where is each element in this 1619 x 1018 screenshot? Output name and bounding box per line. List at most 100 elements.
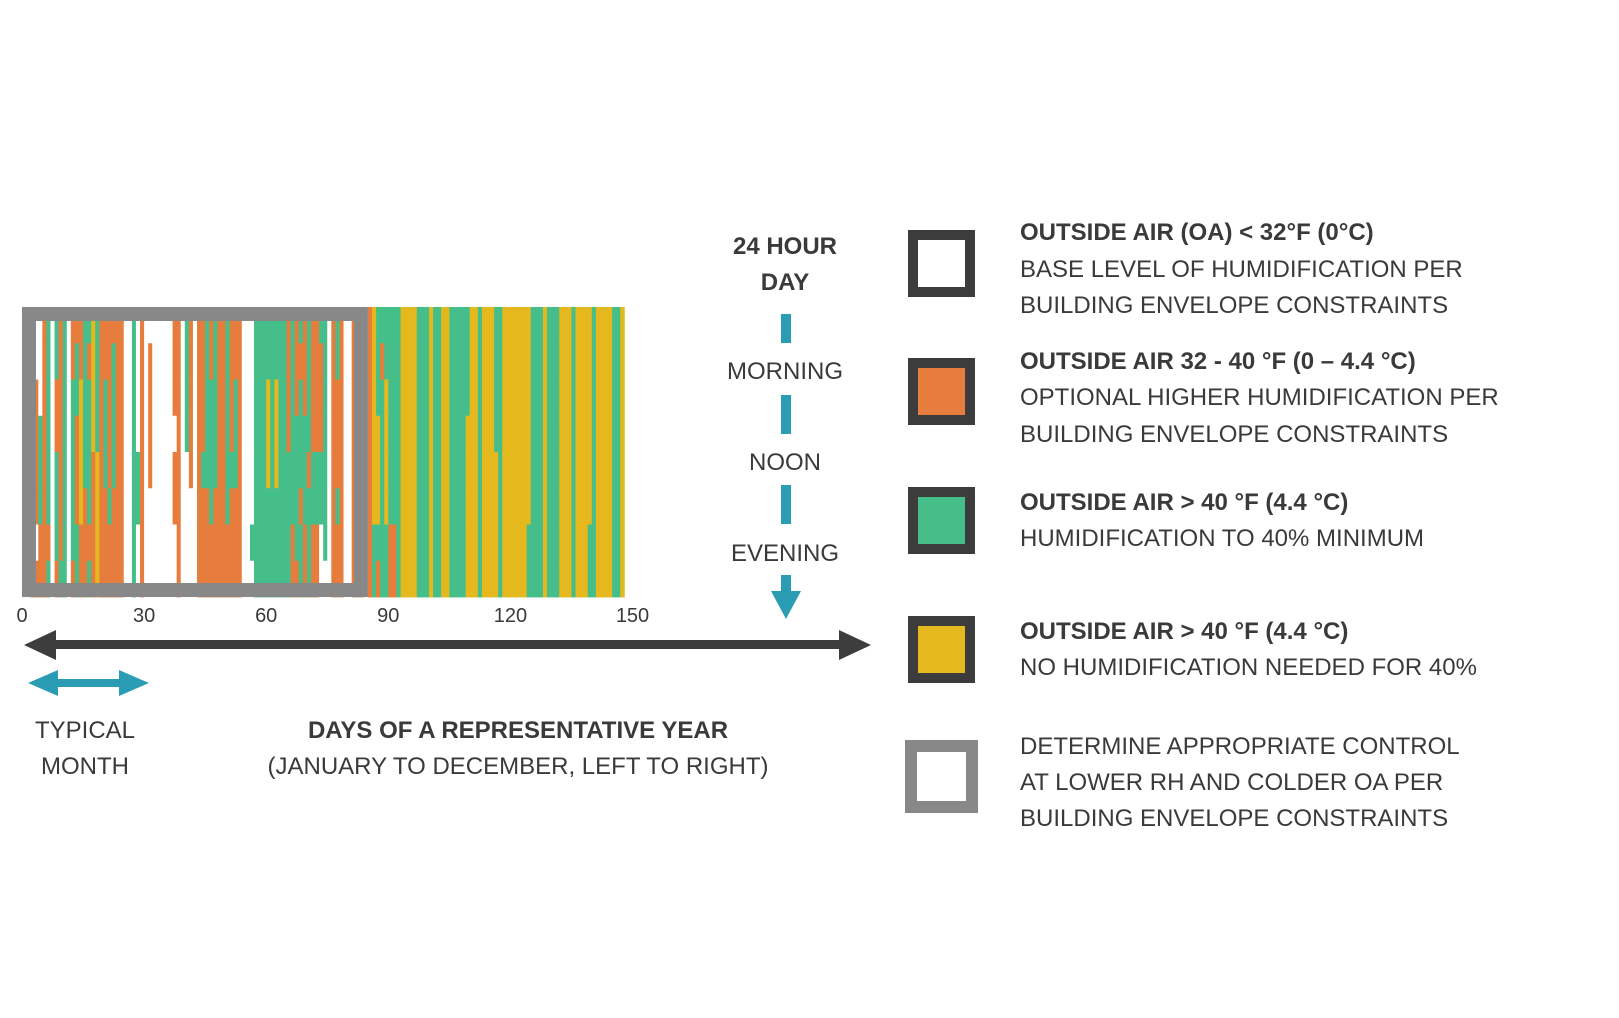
- heatmap-cell: [103, 452, 108, 489]
- heatmap-cell: [62, 560, 68, 598]
- heatmap-cell: [294, 307, 300, 344]
- heatmap-cell: [270, 307, 275, 344]
- heatmap-cell: [270, 452, 275, 489]
- heatmap-cell: [494, 560, 499, 598]
- heatmap-cell: [34, 307, 39, 344]
- x-tick-labels: 0 30 60 90 120 150: [16, 605, 649, 627]
- heatmap-cell: [494, 379, 499, 417]
- heatmap-cell: [559, 452, 564, 489]
- heatmap-cell: [510, 379, 515, 417]
- heatmap-cell: [555, 307, 560, 344]
- legend-swatch: [908, 487, 975, 554]
- heatmap-cell: [135, 488, 141, 525]
- heatmap-cell: [347, 343, 353, 380]
- heatmap-cell: [514, 560, 519, 598]
- heatmap-cell: [152, 488, 157, 525]
- heatmap-cell: [327, 524, 332, 562]
- heatmap-cell: [400, 452, 405, 489]
- x-axis-subtitle: (JANUARY TO DECEMBER, LEFT TO RIGHT): [268, 753, 769, 780]
- heatmap-cell: [58, 560, 64, 598]
- heatmap-cell: [42, 488, 47, 525]
- heatmap-cell: [396, 379, 401, 417]
- x-tick-label: 30: [133, 605, 155, 627]
- heatmap-cell: [595, 379, 601, 417]
- heatmap-cell: [298, 307, 304, 344]
- heatmap-cell: [83, 560, 88, 598]
- legend-title: OUTSIDE AIR > 40 °F (4.4 °C): [1020, 489, 1348, 516]
- heatmap-cell: [408, 307, 414, 344]
- heatmap-cell: [278, 343, 283, 380]
- heatmap-cell: [156, 560, 161, 598]
- heatmap-cell: [567, 379, 572, 417]
- heatmap-cell: [616, 524, 621, 562]
- heatmap-cell: [372, 343, 377, 380]
- heatmap-cell: [616, 452, 621, 489]
- heatmap-cell: [429, 415, 434, 453]
- heatmap-cell: [380, 307, 385, 344]
- heatmap-cell: [481, 307, 487, 344]
- heatmap-cell: [135, 560, 141, 598]
- heatmap-cell: [343, 452, 348, 489]
- legend-text: HUMIDIFICATION TO 40% MINIMUM: [1020, 525, 1424, 552]
- heatmap-cell: [469, 524, 475, 562]
- heatmap-cell: [266, 524, 271, 562]
- heatmap-cell: [343, 343, 348, 380]
- heatmap-cell: [323, 307, 328, 344]
- heatmap-cell: [315, 560, 320, 598]
- heatmap-cell: [579, 488, 585, 525]
- heatmap-cell: [302, 524, 308, 562]
- heatmap-cell: [571, 560, 576, 598]
- heatmap-cell: [197, 307, 202, 344]
- heatmap-cell: [209, 379, 214, 417]
- heatmap-cell: [534, 524, 540, 562]
- heatmap-cell: [95, 560, 100, 598]
- heatmap-cell: [420, 415, 426, 453]
- heatmap-cell: [327, 560, 332, 598]
- heatmap-cell: [58, 415, 64, 453]
- heatmap-cell: [91, 415, 96, 453]
- heatmap-cell: [34, 379, 39, 417]
- legend-text: BUILDING ENVELOPE CONSTRAINTS: [1020, 292, 1448, 319]
- heatmap-cell: [209, 524, 214, 562]
- heatmap-cell: [604, 343, 609, 380]
- heatmap-cell: [148, 524, 153, 562]
- heatmap-cell: [424, 524, 430, 562]
- heatmap-cell: [91, 343, 96, 380]
- heatmap-cell: [262, 343, 267, 380]
- heatmap-cell: [388, 379, 393, 417]
- heatmap-cell: [542, 488, 548, 525]
- heatmap-cell: [168, 488, 173, 525]
- heatmap-cell: [424, 560, 430, 598]
- heatmap-cell: [526, 307, 532, 344]
- legend-item-32-40f: OUTSIDE AIR 32 - 40 °F (0 – 4.4 °C) OPTI…: [908, 348, 1499, 448]
- heatmap-cell: [555, 343, 560, 380]
- heatmap-cell: [233, 560, 239, 598]
- x-tick-label: 120: [494, 605, 527, 627]
- heatmap-cell: [583, 343, 589, 380]
- heatmap-cell: [604, 307, 609, 344]
- heatmap-cell: [99, 452, 104, 489]
- heatmap-cell: [429, 379, 434, 417]
- heatmap-cell: [290, 488, 296, 525]
- heatmap-cell: [494, 452, 499, 489]
- heatmap-cell: [131, 415, 137, 453]
- heatmap-cell: [70, 524, 76, 562]
- heatmap-cell: [567, 415, 572, 453]
- heatmap-cell: [465, 379, 471, 417]
- heatmap-cell: [306, 415, 312, 453]
- heatmap-cell: [502, 343, 507, 380]
- heatmap-cell: [433, 560, 438, 598]
- heatmap-cell: [608, 379, 613, 417]
- heatmap-cell: [416, 560, 422, 598]
- heatmap-cell: [262, 452, 267, 489]
- heatmap-cell: [323, 343, 328, 380]
- heatmap-cell: [461, 560, 467, 598]
- heatmap-cell: [54, 524, 60, 562]
- heatmap-cell: [567, 488, 572, 525]
- heatmap-cell: [518, 379, 524, 417]
- heatmap-cell: [575, 524, 580, 562]
- heatmap-cell: [587, 560, 593, 598]
- heatmap-cell: [274, 307, 279, 344]
- heatmap-cell: [184, 415, 190, 453]
- heatmap-cell: [184, 343, 190, 380]
